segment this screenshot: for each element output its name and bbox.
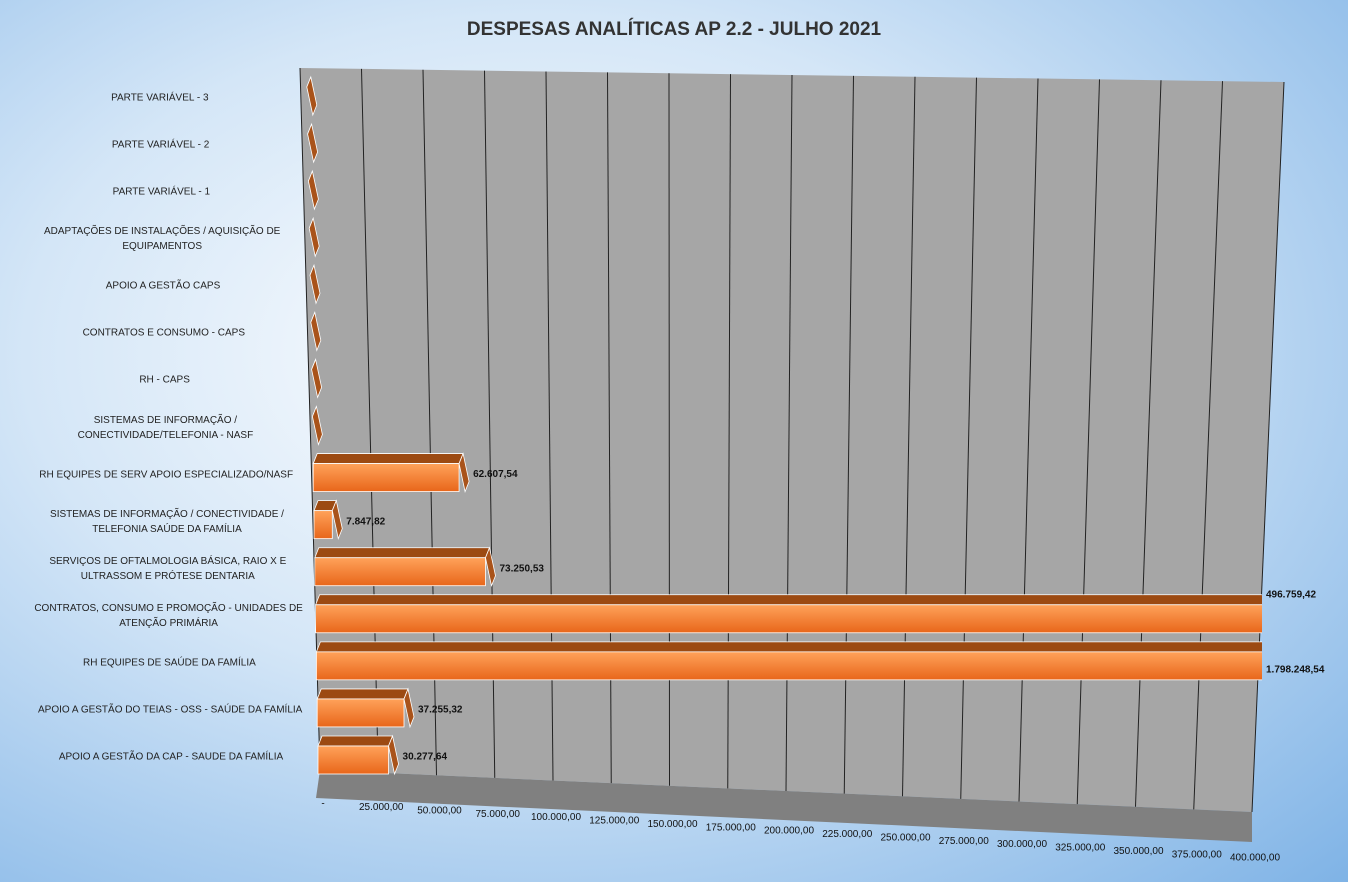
x-tick-label: 50.000,00 bbox=[417, 805, 462, 816]
bar-top bbox=[316, 688, 409, 700]
bar-side bbox=[307, 122, 319, 164]
y-tick-label: SERVIÇOS DE OFTALMOLOGIA BÁSICA, RAIO X … bbox=[49, 555, 287, 582]
data-label: 62.607,54 bbox=[473, 469, 518, 480]
x-tick-label: - bbox=[321, 799, 324, 810]
bar bbox=[312, 463, 460, 492]
x-tick-label: 325.000,00 bbox=[1055, 843, 1105, 854]
bar bbox=[315, 604, 1262, 634]
y-tick-label: RH - CAPS bbox=[139, 374, 190, 386]
bar bbox=[317, 745, 389, 775]
x-tick-label: 175.000,00 bbox=[706, 822, 756, 833]
bar-side bbox=[485, 546, 496, 588]
x-tick-label: 300.000,00 bbox=[997, 839, 1047, 850]
bar-side bbox=[403, 687, 415, 729]
back-wall bbox=[300, 68, 1284, 812]
grid-line bbox=[1251, 81, 1285, 813]
bar-side bbox=[306, 75, 318, 117]
y-tick-label: APOIO A GESTÃO DO TEIAS - OSS - SAÚDE DA… bbox=[38, 704, 303, 716]
x-tick-label: 375.000,00 bbox=[1172, 849, 1222, 860]
bar bbox=[313, 510, 333, 540]
bar-side bbox=[307, 169, 319, 211]
x-tick-label: 200.000,00 bbox=[764, 826, 814, 837]
bar-side bbox=[331, 499, 343, 541]
y-tick-label: CONTRATOS E CONSUMO - CAPS bbox=[82, 327, 245, 339]
x-tick-label: 150.000,00 bbox=[647, 819, 697, 830]
x-tick-label: 400.000,00 bbox=[1230, 853, 1280, 864]
y-tick-label: APOIO A GESTÃO CAPS bbox=[105, 280, 221, 292]
bar-top bbox=[312, 453, 464, 464]
x-tick-label: 225.000,00 bbox=[822, 829, 872, 840]
data-label: 73.250,53 bbox=[499, 563, 544, 574]
bar bbox=[314, 557, 486, 587]
y-tick-label: PARTE VARIÁVEL - 1 bbox=[112, 186, 211, 198]
y-tick-label: PARTE VARIÁVEL - 3 bbox=[111, 92, 209, 104]
y-tick-label: SISTEMAS DE INFORMAÇÃO / CONECTIVIDADE /… bbox=[50, 508, 284, 535]
x-tick-label: 350.000,00 bbox=[1113, 846, 1163, 857]
bar-side bbox=[388, 734, 399, 776]
x-tick-label: 250.000,00 bbox=[880, 832, 930, 843]
grid-line bbox=[1135, 80, 1162, 807]
x-tick-label: 75.000,00 bbox=[476, 809, 521, 820]
y-tick-label: CONTRATOS, CONSUMO E PROMOÇÃO - UNIDADES… bbox=[34, 602, 303, 629]
bar-top bbox=[314, 547, 491, 559]
bar-side bbox=[311, 405, 323, 446]
data-label: 7.847,82 bbox=[346, 516, 385, 527]
y-tick-label: RH EQUIPES DE SERV APOIO ESPECIALIZADO/N… bbox=[39, 469, 294, 481]
y-tick-label: APOIO A GESTÃO DA CAP - SAUDE DA FAMÍLIA bbox=[58, 751, 284, 763]
y-tick-label: RH EQUIPES DE SAÚDE DA FAMÍLIA bbox=[82, 657, 256, 669]
y-tick-label: ADAPTAÇÕES DE INSTALAÇÕES / AQUISIÇÃO DE… bbox=[44, 226, 281, 253]
y-tick-label: SISTEMAS DE INFORMAÇÃO / CONECTIVIDADE/T… bbox=[77, 414, 254, 441]
grid-line bbox=[1076, 79, 1100, 805]
x-tick-label: 25.000,00 bbox=[359, 802, 404, 813]
bar-top bbox=[317, 735, 394, 747]
grid-line bbox=[1018, 78, 1039, 802]
bar-top bbox=[315, 641, 1262, 653]
data-label: 1.798.248,54 bbox=[1266, 664, 1325, 675]
grid-line bbox=[1193, 81, 1223, 810]
bar-side bbox=[309, 263, 321, 305]
data-label: 30.277,64 bbox=[403, 752, 448, 763]
x-tick-label: 100.000,00 bbox=[531, 812, 581, 823]
bar-side bbox=[308, 216, 320, 258]
bar-side bbox=[311, 358, 323, 399]
x-tick-label: 125.000,00 bbox=[589, 816, 639, 827]
chart-title: DESPESAS ANALÍTICAS AP 2.2 - JULHO 2021 bbox=[467, 18, 882, 40]
data-label: 37.255,32 bbox=[418, 705, 463, 716]
data-label: 496.759,42 bbox=[1266, 589, 1316, 600]
bar-top bbox=[315, 594, 1262, 606]
bar bbox=[315, 651, 1262, 681]
y-tick-label: PARTE VARIÁVEL - 2 bbox=[111, 139, 210, 151]
bar-side bbox=[310, 310, 322, 352]
floor bbox=[316, 770, 1252, 842]
x-tick-label: 275.000,00 bbox=[939, 836, 989, 847]
bar bbox=[316, 698, 405, 728]
bar-side bbox=[458, 452, 470, 493]
